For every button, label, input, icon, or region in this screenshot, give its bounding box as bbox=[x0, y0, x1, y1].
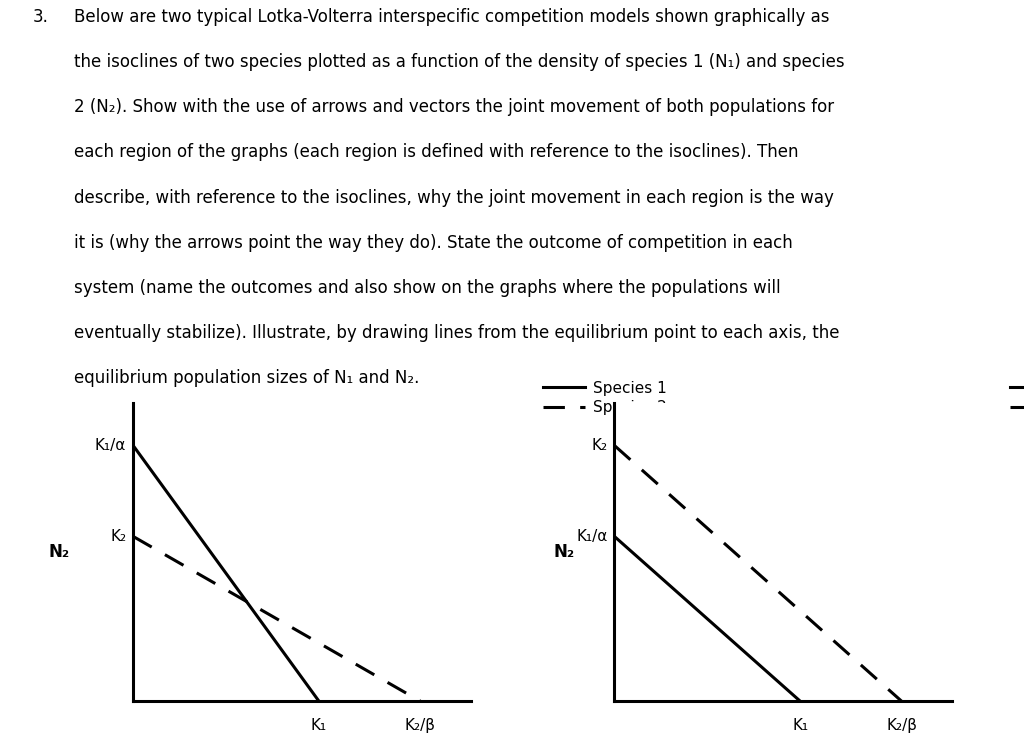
Text: Below are two typical Lotka-Volterra interspecific competition models shown grap: Below are two typical Lotka-Volterra int… bbox=[74, 8, 829, 26]
Text: equilibrium population sizes of N₁ and N₂.: equilibrium population sizes of N₁ and N… bbox=[74, 369, 419, 387]
Text: system (name the outcomes and also show on the graphs where the populations will: system (name the outcomes and also show … bbox=[74, 279, 780, 297]
Text: K₂: K₂ bbox=[111, 529, 126, 544]
Text: K₁/α: K₁/α bbox=[577, 529, 607, 544]
Legend: Species 1, Species 2: Species 1, Species 2 bbox=[537, 374, 673, 421]
Text: describe, with reference to the isoclines, why the joint movement in each region: describe, with reference to the isocline… bbox=[74, 189, 834, 207]
Text: 3.: 3. bbox=[33, 8, 49, 26]
Text: K₁: K₁ bbox=[793, 718, 808, 733]
Text: K₂: K₂ bbox=[592, 438, 607, 453]
Text: K₂/β: K₂/β bbox=[886, 718, 918, 733]
Text: the isoclines of two species plotted as a function of the density of species 1 (: the isoclines of two species plotted as … bbox=[74, 53, 845, 71]
Text: K₁: K₁ bbox=[311, 718, 327, 733]
Text: each region of the graphs (each region is defined with reference to the isocline: each region of the graphs (each region i… bbox=[74, 143, 799, 161]
Text: 2 (N₂). Show with the use of arrows and vectors the joint movement of both popul: 2 (N₂). Show with the use of arrows and … bbox=[74, 98, 834, 116]
Text: K₂/β: K₂/β bbox=[404, 718, 436, 733]
Text: it is (why the arrows point the way they do). State the outcome of competition i: it is (why the arrows point the way they… bbox=[74, 233, 793, 251]
Text: eventually stabilize). Illustrate, by drawing lines from the equilibrium point t: eventually stabilize). Illustrate, by dr… bbox=[74, 324, 840, 342]
Text: K₁/α: K₁/α bbox=[95, 438, 126, 453]
Text: N₂: N₂ bbox=[48, 543, 70, 561]
Text: N₂: N₂ bbox=[553, 543, 574, 561]
Legend: Species 1, Species 2: Species 1, Species 2 bbox=[1005, 374, 1024, 421]
